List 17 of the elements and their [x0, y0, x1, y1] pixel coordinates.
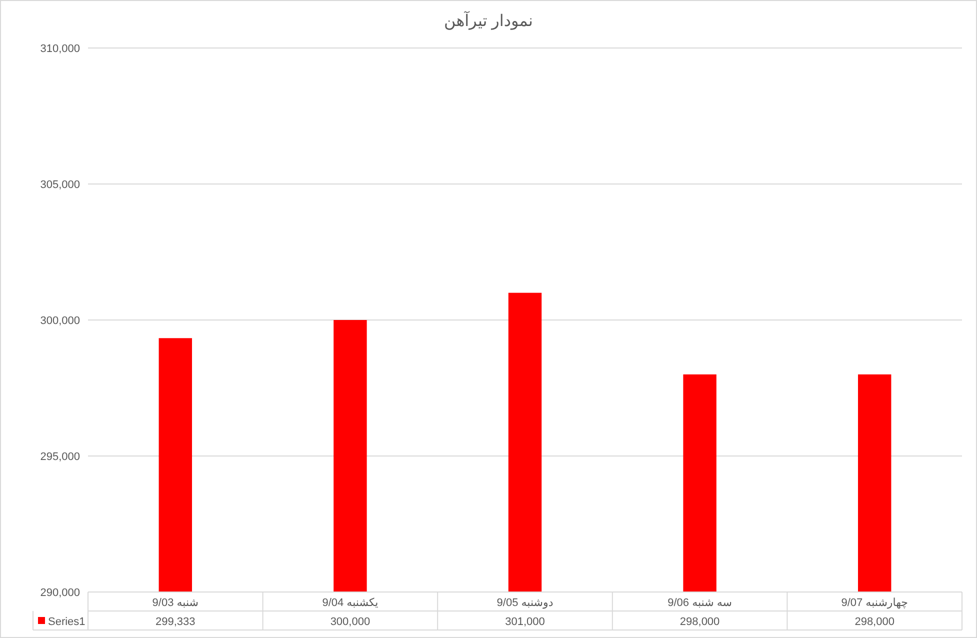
y-tick-label: 310,000	[40, 43, 80, 55]
y-tick-label: 295,000	[40, 451, 80, 463]
x-tick-label: 9/07 چهارشنبه	[841, 597, 908, 609]
x-tick-label: 9/05 دوشنبه	[496, 597, 554, 609]
x-tick-label: 9/06 سه شنبه	[668, 597, 732, 609]
data-label: 299,333	[156, 616, 196, 628]
chart-title: نمودار تیرآهن	[444, 10, 533, 30]
legend-label: Series1	[48, 616, 86, 628]
y-tick-label: 305,000	[40, 179, 80, 191]
data-label: 300,000	[330, 616, 370, 628]
y-tick-label: 290,000	[40, 587, 80, 599]
data-label: 298,000	[854, 616, 894, 628]
data-label: 298,000	[680, 616, 720, 628]
data-label: 301,000	[505, 616, 545, 628]
x-tick-label: 9/03 شنبه	[152, 597, 199, 609]
x-tick-label: 9/04 یکشنبه	[322, 597, 378, 609]
y-tick-label: 300,000	[40, 315, 80, 327]
